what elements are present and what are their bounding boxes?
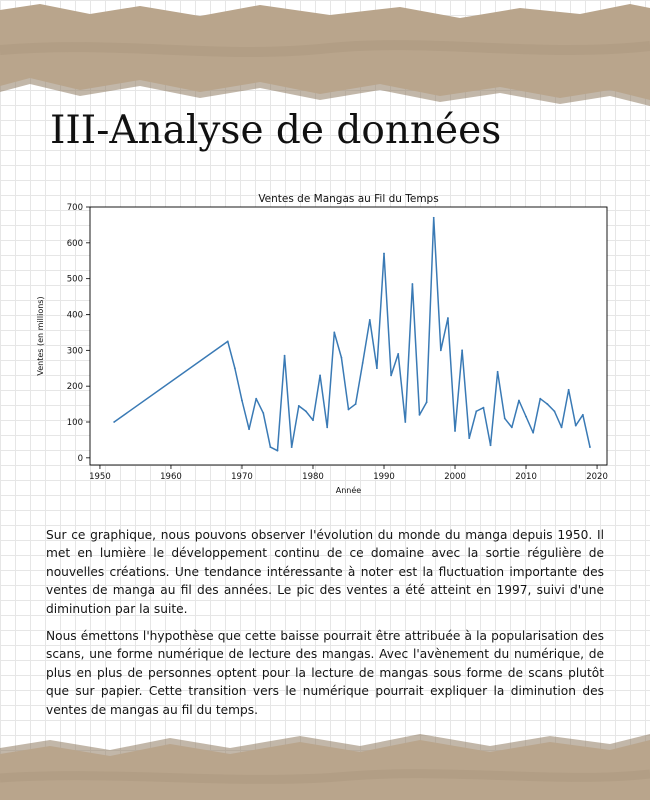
x-tick-label: 1960 xyxy=(160,472,182,482)
y-tick-label: 500 xyxy=(67,275,83,285)
data-point xyxy=(241,399,243,402)
data-point xyxy=(574,424,577,427)
data-point xyxy=(475,410,478,413)
data-point xyxy=(518,399,520,402)
data-point xyxy=(326,426,329,429)
data-point xyxy=(368,318,371,321)
data-point xyxy=(383,252,385,255)
x-axis-label: Année xyxy=(336,485,362,495)
data-point xyxy=(354,403,357,405)
tape-top xyxy=(0,4,650,100)
chart-title: Ventes de Mangas au Fil du Temps xyxy=(258,193,438,205)
data-point xyxy=(255,397,258,400)
x-tick-label: 1980 xyxy=(302,472,324,482)
data-point xyxy=(496,370,499,373)
data-point xyxy=(376,367,378,370)
data-point xyxy=(390,374,393,377)
data-point xyxy=(454,430,456,432)
x-tick-label: 1950 xyxy=(89,472,111,482)
data-point xyxy=(546,403,549,405)
x-tick-label: 2020 xyxy=(586,472,608,482)
y-tick-label: 200 xyxy=(67,382,83,392)
data-point xyxy=(539,397,542,400)
data-point xyxy=(297,404,300,407)
y-tick-label: 0 xyxy=(78,454,83,464)
data-point xyxy=(233,367,236,370)
data-point xyxy=(461,349,464,352)
y-tick-label: 700 xyxy=(67,203,83,213)
data-point xyxy=(361,361,364,364)
data-point xyxy=(248,428,250,431)
data-point xyxy=(553,410,556,413)
data-point xyxy=(425,401,428,404)
data-point xyxy=(447,317,449,319)
y-axis-label: Ventes (en millions) xyxy=(36,296,45,375)
data-point xyxy=(468,437,471,440)
data-point xyxy=(503,417,506,420)
torn-paper-tape-bottom xyxy=(0,734,650,800)
data-point xyxy=(113,421,116,423)
paragraph-observation: Sur ce graphique, nous pouvons observer … xyxy=(46,528,604,616)
paragraph-hypothesis: Nous émettons l'hypothèse que cette bais… xyxy=(46,629,604,717)
tape-bottom xyxy=(0,740,650,800)
page-title: III-Analyse de données xyxy=(50,108,502,153)
data-point xyxy=(269,446,272,448)
y-tick-label: 300 xyxy=(67,346,83,356)
tape-top-texture xyxy=(0,40,650,57)
data-point xyxy=(439,349,442,352)
data-point xyxy=(432,216,435,219)
data-point xyxy=(319,374,321,377)
data-point xyxy=(482,406,485,409)
y-tick-label: 100 xyxy=(67,418,83,428)
x-tick-label: 2010 xyxy=(515,472,537,482)
data-point xyxy=(589,446,591,448)
data-point xyxy=(397,353,400,355)
data-point xyxy=(226,340,229,343)
data-point xyxy=(340,356,343,359)
data-point xyxy=(411,283,414,285)
x-tick-label: 1970 xyxy=(231,472,253,482)
data-point xyxy=(283,354,286,357)
torn-paper-tape-top xyxy=(0,4,650,106)
data-point xyxy=(404,421,407,423)
data-point xyxy=(333,331,336,334)
data-point xyxy=(418,413,421,416)
data-point xyxy=(262,412,265,414)
sales-line-chart: Ventes de Mangas au Fil du Temps Année V… xyxy=(30,186,620,498)
data-point xyxy=(560,426,563,429)
y-tick-label: 600 xyxy=(67,239,83,249)
data-point xyxy=(290,446,293,448)
data-point xyxy=(347,408,350,411)
tape-bottom-texture xyxy=(0,769,650,784)
data-point xyxy=(581,413,584,416)
data-point xyxy=(525,415,527,418)
plot-frame xyxy=(89,206,608,466)
data-point xyxy=(510,426,513,429)
data-point xyxy=(304,410,307,413)
data-point xyxy=(276,449,279,452)
chart-svg: Ventes de Mangas au Fil du Temps Année V… xyxy=(36,193,608,495)
data-point xyxy=(312,419,314,422)
data-point xyxy=(489,444,492,447)
x-tick-label: 2000 xyxy=(444,472,466,482)
data-point xyxy=(567,388,570,391)
y-tick-label: 400 xyxy=(67,311,83,321)
x-tick-label: 1990 xyxy=(373,472,395,482)
data-point xyxy=(532,431,535,434)
